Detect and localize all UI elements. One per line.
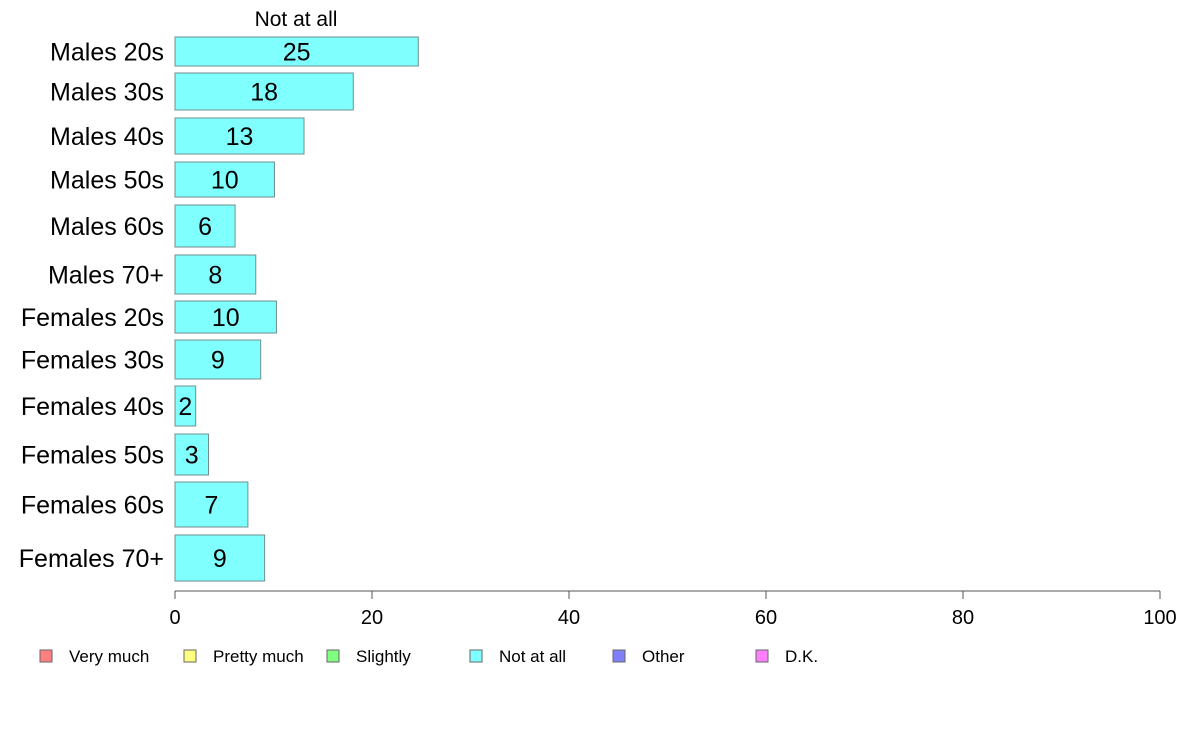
bar-value-label: 2 [178,393,192,421]
category-label: Males 30s [50,79,164,107]
legend-swatch [755,649,769,663]
category-label: Males 70+ [48,262,164,290]
bar [174,36,419,67]
legend-swatch [39,649,53,663]
category-label: Males 40s [50,123,164,151]
bar-value-label: 9 [211,347,225,375]
x-axis: 0 20 40 60 80 100 [169,590,1177,629]
bar-value-label: 10 [212,304,240,332]
legend: Very much Pretty much Slightly Not at all Ot… [39,647,818,666]
legend-label: Pretty much [213,647,304,666]
legend-swatch [469,649,483,663]
legend-label: Not at all [499,647,566,666]
legend-label: Slightly [356,647,411,666]
bar [174,161,275,198]
bar-value-label: 9 [213,545,227,573]
bar [174,534,266,582]
bar [174,72,354,111]
bar-value-label: 25 [283,39,311,67]
bar-value-label: 13 [226,123,254,151]
x-tick-label: 100 [1143,607,1176,629]
category-label: Males 60s [50,213,164,241]
category-label: Females 40s [21,393,164,421]
bar-value-label: 3 [185,442,199,470]
bar-value-label: 7 [204,492,218,520]
legend-swatch [326,649,340,663]
category-label: Females 50s [21,442,164,470]
category-label: Females 70+ [19,545,164,573]
category-label: Males 50s [50,167,164,195]
category-label: Males 20s [50,39,164,67]
category-labels: Males 20s Males 30s Males 40s Males 50s Male… [19,39,164,574]
category-label: Females 20s [21,304,164,332]
legend-label: Other [642,647,685,666]
bar [174,481,249,528]
bar [174,117,305,155]
category-label: Females 30s [21,347,164,375]
bar [174,254,257,295]
x-tick-label: 20 [361,607,383,629]
bar-value-label: 8 [208,262,222,290]
bar-value-label: 6 [198,213,212,241]
bar-value-label: 10 [211,167,239,195]
x-tick-label: 40 [558,607,580,629]
bar [174,339,262,380]
category-label: Females 60s [21,492,164,520]
bar [174,204,236,248]
legend-label: D.K. [785,647,818,666]
x-tick-label: 60 [755,607,777,629]
legend-swatch [612,649,626,663]
series-title: Not at all [255,8,338,31]
bar-value-label: 18 [250,79,278,107]
bar [174,300,277,334]
bar [174,433,209,476]
x-tick-label: 80 [952,607,974,629]
bar [174,385,197,427]
x-tick-label: 0 [169,607,180,629]
legend-swatch [183,649,197,663]
legend-label: Very much [69,647,149,666]
